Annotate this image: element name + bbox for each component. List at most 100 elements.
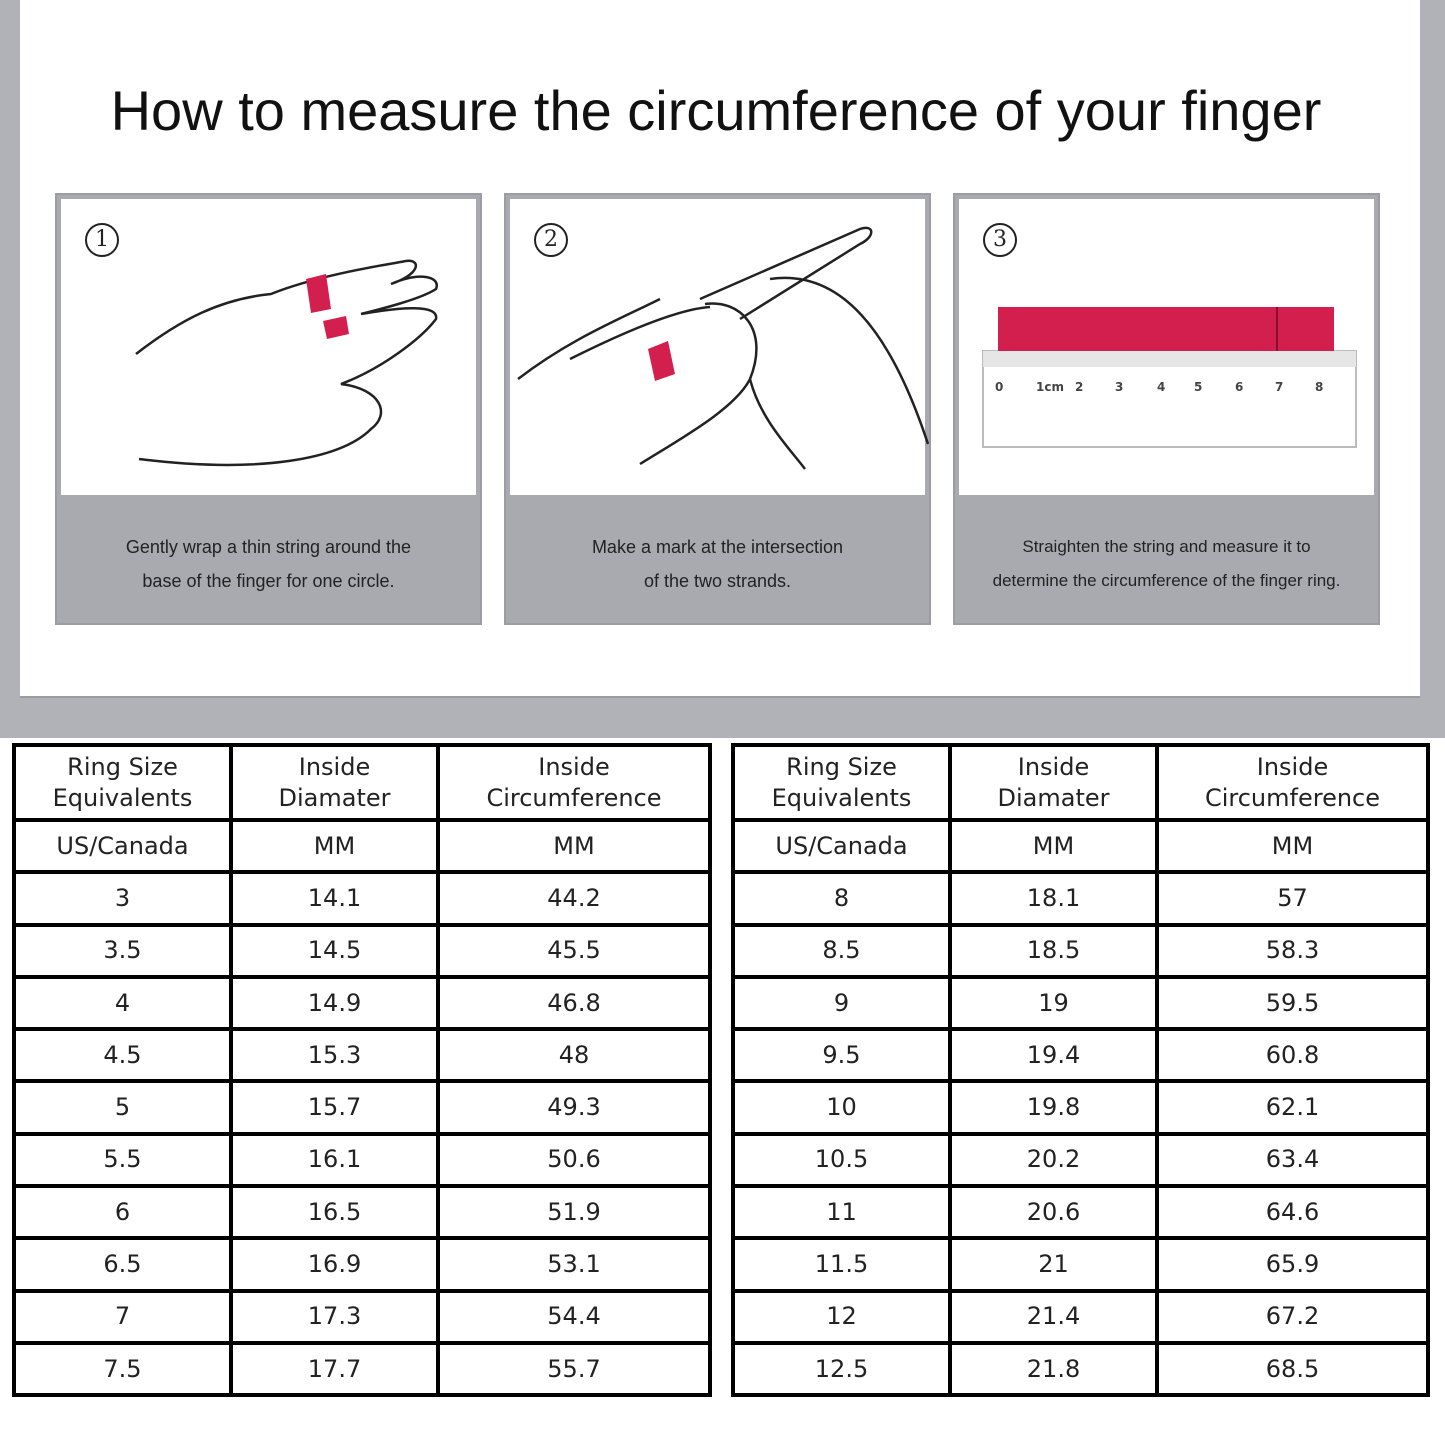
step-number: 2: [534, 223, 568, 257]
table-cell: 11: [731, 1184, 952, 1241]
step-3-illustration: 0 1cm 2 3 4 5 6 7 8 3: [959, 199, 1374, 495]
table-cell: 6.5: [12, 1236, 233, 1293]
table-row: 9.5 19.4 60.8: [731, 1027, 1430, 1084]
table-cell: MM: [948, 817, 1159, 875]
table-cell: Inside Circumference: [1155, 743, 1430, 822]
table-cell: 60.8: [1155, 1027, 1430, 1084]
table-cell: 11.5: [731, 1236, 952, 1293]
table-cell: 55.7: [436, 1340, 712, 1398]
table-cell: Inside Diamater: [948, 743, 1159, 822]
ring-size-table-left: Ring Size Equivalents Inside Diamater Inside…: [12, 743, 712, 1398]
step-number: 3: [983, 223, 1017, 257]
svg-text:4: 4: [1157, 380, 1165, 394]
table-row: 3 14.1 44.2: [12, 870, 712, 927]
table-row: 6 16.5 51.9: [12, 1184, 712, 1241]
table-cell: 63.4: [1155, 1131, 1430, 1189]
table-row: 10 19.8 62.1: [731, 1079, 1430, 1136]
table-cell: 4.5: [12, 1027, 233, 1084]
step-number: 1: [85, 223, 119, 257]
table-cell: 46.8: [436, 974, 712, 1032]
table-cell: 20.2: [948, 1131, 1159, 1189]
table-cell: 21.4: [948, 1288, 1159, 1345]
step-caption: Make a mark at the intersection of the tw…: [591, 537, 844, 591]
table-row: 9 19 59.5: [731, 974, 1430, 1032]
table-cell: 64.6: [1155, 1184, 1430, 1241]
table-cell: Ring Size Equivalents: [12, 743, 233, 822]
table-cell: 67.2: [1155, 1288, 1430, 1345]
table-cell: 16.1: [229, 1131, 440, 1189]
table-cell: 50.6: [436, 1131, 712, 1189]
table-row: 12 21.4 67.2: [731, 1288, 1430, 1345]
ring-size-table-right: Ring Size Equivalents Inside Diamater Inside…: [731, 743, 1430, 1398]
table-cell: 6: [12, 1184, 233, 1241]
table-row: 7.5 17.7 55.7: [12, 1340, 712, 1398]
table-row: 4 14.9 46.8: [12, 974, 712, 1032]
table-cell: 21.8: [948, 1340, 1159, 1398]
table-cell: 7: [12, 1288, 233, 1345]
hand-mark-icon: [517, 226, 929, 470]
table-cell: 21: [948, 1236, 1159, 1293]
header-row: Ring Size Equivalents Inside Diamater Inside…: [731, 743, 1430, 822]
table-cell: 20.6: [948, 1184, 1159, 1241]
step-3: 0 1cm 2 3 4 5 6 7 8 3 Straighten the str…: [953, 193, 1380, 625]
table-row: 4.5 15.3 48: [12, 1027, 712, 1084]
unit-row: US/Canada MM MM: [12, 817, 712, 875]
table-cell: 9: [731, 974, 952, 1032]
table-row: 11 20.6 64.6: [731, 1184, 1430, 1241]
table-cell: 10.5: [731, 1131, 952, 1189]
page-title: How to measure the circumference of your…: [110, 79, 1322, 142]
svg-text:6: 6: [1235, 380, 1243, 394]
svg-text:7: 7: [1275, 380, 1283, 394]
table-cell: 48: [436, 1027, 712, 1084]
table-row: 8.5 18.5 58.3: [731, 922, 1430, 979]
table-row: 7 17.3 54.4: [12, 1288, 712, 1345]
table-cell: US/Canada: [12, 817, 233, 875]
table-cell: 10: [731, 1079, 952, 1136]
table-cell: 44.2: [436, 870, 712, 927]
svg-text:0: 0: [995, 380, 1003, 394]
table-cell: 17.7: [229, 1340, 440, 1398]
step-2: 2 Make a mark at the intersection of the …: [504, 193, 931, 625]
table-cell: 19.8: [948, 1079, 1159, 1136]
hand-wrap-icon: [135, 259, 438, 467]
table-cell: 16.5: [229, 1184, 440, 1241]
table-row: 10.5 20.2 63.4: [731, 1131, 1430, 1189]
svg-text:5: 5: [1194, 380, 1202, 394]
table-cell: Inside Diamater: [229, 743, 440, 822]
table-cell: 14.1: [229, 870, 440, 927]
table-cell: 18.5: [948, 922, 1159, 979]
table-cell: 68.5: [1155, 1340, 1430, 1398]
table-cell: MM: [229, 817, 440, 875]
step-caption: Straighten the string and measure it to d…: [992, 537, 1341, 590]
table-cell: 3.5: [12, 922, 233, 979]
table-cell: 51.9: [436, 1184, 712, 1241]
table-cell: 7.5: [12, 1340, 233, 1398]
table-cell: 16.9: [229, 1236, 440, 1293]
table-cell: 53.1: [436, 1236, 712, 1293]
step-2-illustration: 2: [510, 199, 929, 495]
table-cell: 8.5: [731, 922, 952, 979]
table-cell: 62.1: [1155, 1079, 1430, 1136]
step-caption: Gently wrap a thin string around the base…: [125, 537, 412, 591]
table-cell: 12: [731, 1288, 952, 1345]
table-cell: 15.7: [229, 1079, 440, 1136]
svg-text:3: 3: [1115, 380, 1123, 394]
svg-text:1cm: 1cm: [1036, 380, 1064, 394]
svg-text:8: 8: [1315, 380, 1323, 394]
table-cell: 14.5: [229, 922, 440, 979]
unit-row: US/Canada MM MM: [731, 817, 1430, 875]
table-row: 5 15.7 49.3: [12, 1079, 712, 1136]
table-cell: 18.1: [948, 870, 1159, 927]
table-cell: 3: [12, 870, 233, 927]
table-cell: 9.5: [731, 1027, 952, 1084]
table-cell: 58.3: [1155, 922, 1430, 979]
table-cell: 59.5: [1155, 974, 1430, 1032]
table-row: 6.5 16.9 53.1: [12, 1236, 712, 1293]
table-row: 8 18.1 57: [731, 870, 1430, 927]
table-cell: 19: [948, 974, 1159, 1032]
svg-text:2: 2: [1075, 380, 1083, 394]
step-1-illustration: 1: [61, 199, 476, 495]
table-cell: 4: [12, 974, 233, 1032]
table-cell: MM: [1155, 817, 1430, 875]
table-row: 12.5 21.8 68.5: [731, 1340, 1430, 1398]
